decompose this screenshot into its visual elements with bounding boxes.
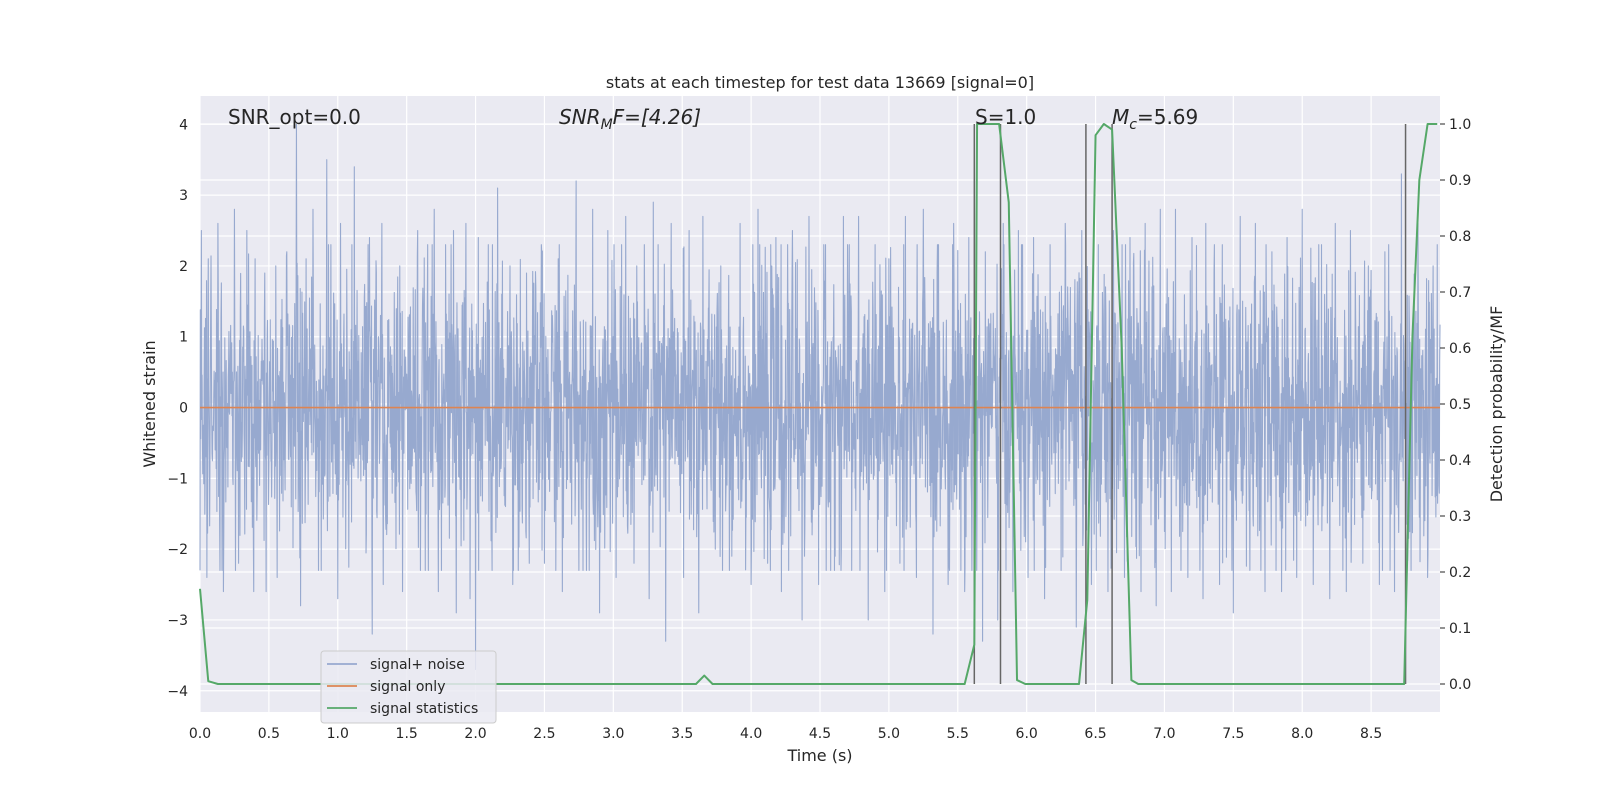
signal-statistics-line	[199, 123, 1438, 685]
left-y-tick-label: −1	[167, 471, 188, 487]
right-y-tick-label: 0.5	[1449, 397, 1471, 413]
right-y-tick-label: 0.9	[1449, 173, 1471, 189]
left-y-tick-labels: −4 −3 −2 −1 0 1 2 3 4	[167, 117, 188, 699]
x-tick-label: 7.0	[1153, 726, 1175, 742]
left-y-tick-label: −2	[167, 542, 188, 558]
x-tick-label: 0.0	[189, 726, 211, 742]
left-y-tick-label: −3	[167, 613, 188, 629]
right-y-tick-labels: 0.0 0.1 0.2 0.3 0.4 0.5 0.6 0.7 0.8 0.9 1.0	[1440, 117, 1471, 693]
legend-box	[320, 650, 497, 724]
x-tick-label: 2.5	[533, 726, 555, 742]
annotation-snr-mf-rest: F=[4.26]	[613, 105, 701, 129]
right-y-tick-label: 0.4	[1449, 453, 1471, 469]
series-signal-statistics	[199, 123, 1438, 685]
annotation-snr-mf-main: SNR	[559, 105, 601, 129]
x-tick-label: 1.5	[396, 726, 418, 742]
x-tick-label: 2.0	[464, 726, 486, 742]
right-y-tick-label: 0.8	[1449, 229, 1471, 245]
plot-area	[199, 96, 1441, 712]
x-tick-labels: 0.0 0.5 1.0 1.5 2.0 2.5 3.0 3.5 4.0 4.5 5.0 5.5 6.0 6…	[189, 726, 1382, 742]
right-y-tick-label: 0.0	[1449, 677, 1471, 693]
right-y-tick-label: 0.6	[1449, 341, 1471, 357]
x-tick-label: 3.5	[671, 726, 693, 742]
annotation-s: S=1.0	[975, 105, 1036, 129]
x-tick-label: 7.5	[1222, 726, 1244, 742]
right-y-tick-label: 0.7	[1449, 285, 1471, 301]
right-y-tick-label: 1.0	[1449, 117, 1471, 133]
legend-label-signal-statistics: signal statistics	[370, 701, 478, 717]
x-tick-label: 3.0	[602, 726, 624, 742]
annotation-mc: Mc=5.69	[1112, 105, 1198, 133]
legend-label-signal-only: signal only	[370, 679, 445, 695]
annotation-snr-opt: SNR_opt=0.0	[228, 105, 361, 129]
left-y-tick-label: 2	[179, 259, 188, 275]
annotation-snr-mf-sub: M	[601, 117, 613, 133]
x-tick-label: 8.5	[1360, 726, 1382, 742]
annotation-mc-main: M	[1112, 105, 1129, 129]
left-y-tick-label: 0	[179, 401, 188, 417]
x-tick-label: 4.5	[809, 726, 831, 742]
legend: signal+ noise signal only signal statist…	[320, 650, 497, 724]
chart-title: stats at each timestep for test data 136…	[606, 73, 1034, 92]
annotation-mc-sub: c	[1129, 117, 1137, 133]
legend-label-signal-noise: signal+ noise	[370, 657, 465, 673]
x-tick-label: 5.5	[947, 726, 969, 742]
left-y-tick-label: −4	[167, 684, 188, 700]
left-y-axis-label: Whitened strain	[140, 340, 159, 467]
x-tick-label: 4.0	[740, 726, 762, 742]
left-y-tick-label: 1	[179, 330, 188, 346]
x-tick-label: 8.0	[1291, 726, 1313, 742]
right-y-tick-label: 0.3	[1449, 509, 1471, 525]
annotation-mc-rest: =5.69	[1137, 105, 1198, 129]
right-y-tick-label: 0.1	[1449, 621, 1471, 637]
x-tick-label: 6.5	[1084, 726, 1106, 742]
series-signal-noise	[199, 123, 1441, 671]
left-y-tick-label: 4	[179, 117, 188, 133]
right-y-tick-label: 0.2	[1449, 565, 1471, 581]
signal-noise-line	[199, 123, 1441, 671]
annotation-snr-mf: SNRMF=[4.26]	[559, 105, 701, 133]
x-tick-label: 1.0	[327, 726, 349, 742]
x-tick-label: 6.0	[1016, 726, 1038, 742]
left-y-tick-label: 3	[179, 188, 188, 204]
right-y-axis-label: Detection probability/MF	[1487, 306, 1506, 503]
x-tick-label: 0.5	[258, 726, 280, 742]
x-tick-label: 5.0	[878, 726, 900, 742]
x-axis-label: Time (s)	[786, 746, 852, 765]
